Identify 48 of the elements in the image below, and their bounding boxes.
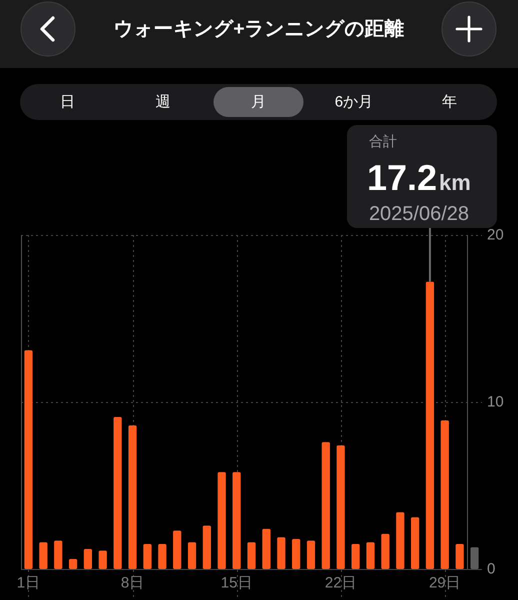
- x-tick-label: 29日: [428, 574, 461, 592]
- bar: [426, 282, 434, 569]
- bar: [322, 442, 330, 569]
- bar: [202, 526, 211, 569]
- x-tick-label: 1日: [16, 574, 40, 592]
- chart-title: ウォーキング+ランニングの距離: [113, 18, 405, 40]
- x-tick-label: 22日: [324, 574, 357, 592]
- bar: [188, 542, 196, 569]
- x-tick-label: 15日: [220, 574, 252, 592]
- text: 合計: [368, 133, 397, 149]
- bar: [440, 420, 449, 569]
- bar: [39, 542, 48, 569]
- bar: [158, 544, 166, 569]
- annotation: 17.2km: [366, 157, 471, 198]
- bar: [98, 550, 107, 569]
- bar: [54, 540, 62, 569]
- bar: [232, 472, 241, 569]
- bar: [24, 350, 33, 569]
- text: 2025/06/28: [368, 203, 470, 225]
- text: 月: [251, 94, 266, 110]
- y-tick-label: 0: [487, 560, 496, 578]
- x-tick-label: 8日: [120, 574, 144, 592]
- text: 週: [156, 94, 171, 110]
- bar: [410, 517, 420, 569]
- text: 日: [60, 94, 76, 110]
- text: 6か月: [334, 94, 374, 110]
- bar: [470, 547, 479, 569]
- bar: [84, 548, 92, 569]
- bar: [262, 528, 270, 569]
- bar: [68, 558, 78, 569]
- text: 年: [442, 94, 457, 110]
- bar: [381, 534, 390, 569]
- bar: [352, 544, 360, 569]
- bar: [173, 530, 182, 569]
- bar: [218, 472, 226, 569]
- bar: [306, 540, 316, 569]
- bar: [366, 542, 375, 569]
- y-tick-label: 20: [487, 226, 504, 244]
- bar: [292, 538, 300, 569]
- bar: [396, 512, 404, 569]
- bar: [456, 544, 464, 569]
- bar: [143, 544, 152, 569]
- bar: [247, 542, 256, 569]
- bar: [114, 417, 122, 569]
- y-tick-label: 10: [487, 394, 504, 410]
- bar: [336, 445, 345, 569]
- bar: [128, 425, 137, 569]
- bar: [277, 537, 286, 569]
